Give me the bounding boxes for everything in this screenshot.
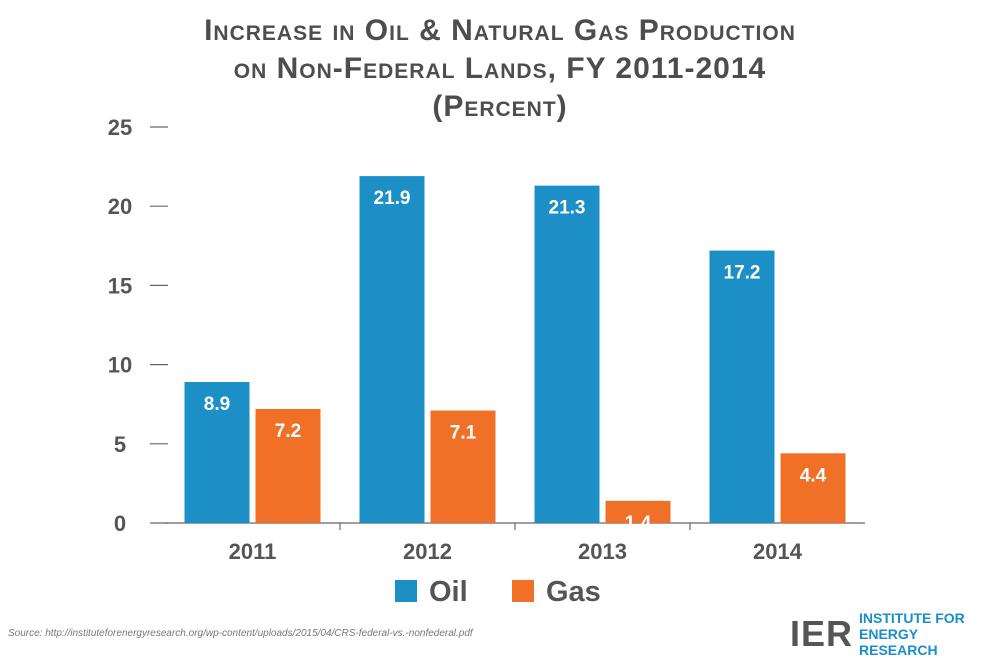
chart-title-line-2: on Non-Federal Lands, FY 2011-2014: [233, 52, 767, 85]
x-tick-label: 2013: [578, 539, 627, 564]
y-tick-label: 15: [108, 273, 132, 298]
x-tick-label: 2014: [753, 539, 803, 564]
bar-chart: 0 5 10 15 20 25 2011 8.9 7.2 2012 21.9 7.1 2013 21.3 1…: [108, 115, 865, 608]
bar-gas-2013: [605, 500, 671, 523]
data-label-gas: 4.4: [800, 465, 827, 486]
logo-mark: IER: [790, 613, 854, 654]
data-label-oil: 17.2: [724, 263, 761, 284]
ier-logo: IER INSTITUTE FOR ENERGY RESEARCH: [790, 610, 1000, 658]
y-tick-label: 10: [108, 353, 132, 378]
y-tick-label: 20: [108, 194, 132, 219]
data-label-gas: 1.4: [625, 513, 652, 534]
data-label-oil: 21.3: [549, 198, 586, 219]
bar-oil-2011: [184, 382, 250, 523]
x-tick-label: 2011: [229, 539, 277, 564]
x-tick-label: 2012: [403, 539, 452, 564]
bar-oil-2014: [709, 250, 775, 523]
chart-title: Increase in Oil & Natural Gas Production…: [0, 12, 1000, 126]
logo-line-2: ENERGY RESEARCH: [859, 626, 938, 658]
bar-gas-2011: [255, 408, 321, 523]
bar-oil-2012: [359, 176, 425, 523]
legend-swatch-gas: [512, 580, 534, 602]
logo-text: INSTITUTE FOR ENERGY RESEARCH: [859, 610, 1000, 658]
chart-title-line-3: (Percent): [432, 90, 568, 123]
legend-label-gas: Gas: [546, 576, 601, 608]
bar-gas-2012: [430, 410, 496, 523]
bar-oil-2013: [534, 185, 600, 523]
legend-swatch-oil: [395, 580, 417, 602]
source-note: Source: http://instituteforenergyresearc…: [8, 628, 473, 639]
data-label-gas: 7.1: [450, 423, 477, 444]
legend-label-oil: Oil: [429, 576, 468, 608]
y-tick-label: 25: [108, 115, 132, 140]
chart-title-line-1: Increase in Oil & Natural Gas Production: [204, 14, 796, 47]
logo-line-1: INSTITUTE FOR: [859, 610, 965, 626]
data-label-oil: 21.9: [374, 188, 411, 209]
data-label-gas: 7.2: [275, 421, 301, 442]
y-tick-label: 5: [114, 432, 126, 457]
bar-gas-2014: [780, 453, 846, 523]
data-label-oil: 8.9: [204, 394, 230, 415]
y-tick-label: 0: [114, 511, 126, 536]
